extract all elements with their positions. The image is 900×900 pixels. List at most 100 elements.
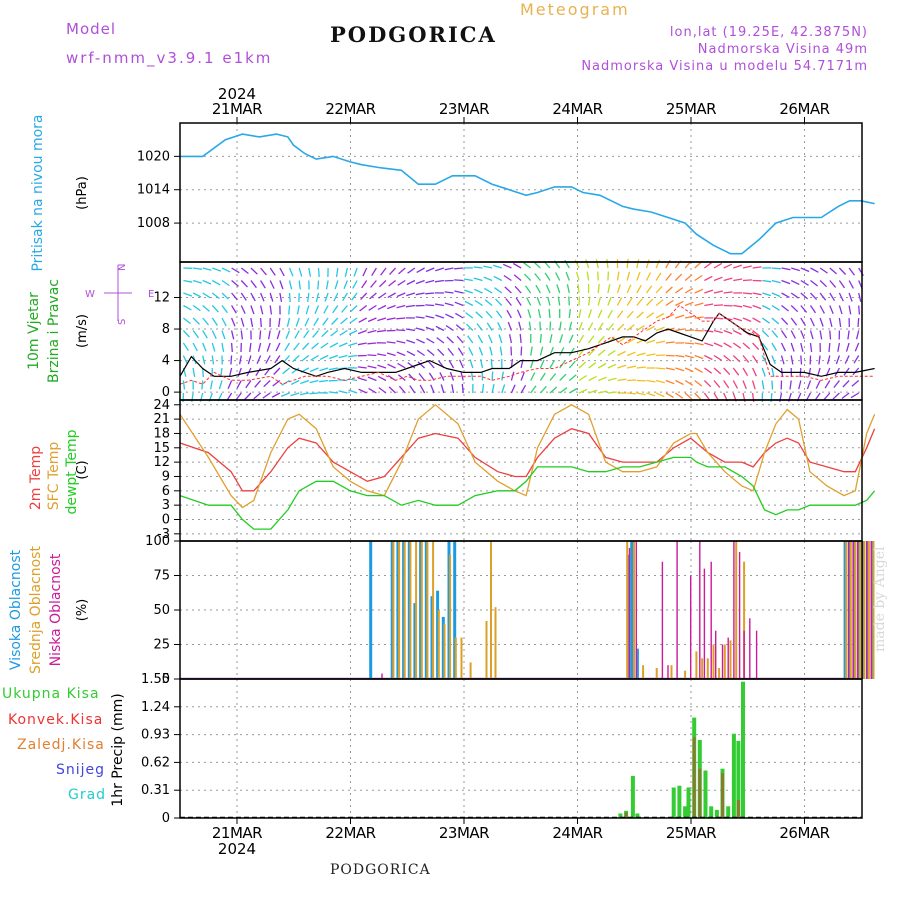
wind-barb [790,330,796,339]
cloud-mid-bar [469,662,472,679]
wind-barb [771,330,779,338]
wind-barb [549,373,557,381]
cloud-low-bar [667,665,669,679]
cloud-low-bar [870,541,872,679]
wind-barb [491,371,494,381]
wind-barb [713,276,723,282]
cloud-mid-label: Srednja Oblacnost [28,546,44,674]
wind-barb [491,384,495,394]
wind-barb [249,342,252,352]
wind-barb [559,347,565,356]
wind-barb [490,358,493,369]
wind-barb [409,385,416,394]
wind-barb [627,379,637,382]
wind-barb [597,376,607,382]
wind-barb [780,355,785,365]
wind-barb [838,317,842,327]
wind-barb [396,351,406,357]
cloud-high-bar [413,603,417,679]
wind-barb [530,372,536,381]
wind-barb [492,264,503,269]
wind-barb [201,380,204,390]
wind-barb [451,384,455,394]
wind-barb [388,386,397,394]
wind-barb [334,280,339,290]
cloud-mid-bar [420,541,423,679]
wind-barb [781,317,789,326]
wind-barb [555,272,561,281]
wind-barb [733,317,743,322]
cloud-mid-bar [460,637,463,679]
wind-barb [559,334,564,344]
wind-barb [380,267,387,276]
wind-barb [495,310,503,319]
cloud-mid-bar [403,541,406,679]
wind-barb [425,292,435,295]
wind-barb [377,304,387,310]
wind-barb [665,379,675,385]
wind-barb [182,330,190,338]
wind-barb [694,379,703,387]
cloud-mid-bar [743,561,746,679]
cloud-low-bar [690,575,692,679]
cloud-mid-bar [706,658,709,679]
wind-barb [183,304,192,311]
wind-barb [386,352,396,357]
wind-barb [470,371,474,381]
wind-barb [549,334,553,344]
wind-barb [445,324,454,332]
wind-barb [704,342,714,347]
wind-barb [694,302,704,307]
wind-barb [505,298,512,306]
wind-barb [595,259,599,269]
wind-barb [606,259,609,269]
wind-barb [675,287,684,294]
wind-barb [520,371,525,381]
wind-barb [523,262,532,269]
wind-barb [627,365,637,369]
cloud-mid-bar [712,644,715,679]
wind-barb [547,296,551,306]
wind-barb [713,304,724,307]
cloud-mid-bar [872,541,875,679]
top-date-label: 25MAR [666,100,716,118]
wind-barb [568,296,570,306]
wind-barb [338,354,348,359]
cloud-low-bar [703,568,706,679]
cloud-low-bar [738,552,741,679]
temp-tick-label: 24 [153,398,170,413]
wind-barb [235,392,242,401]
cloud-high-bar [848,541,852,679]
wind-barb [359,304,368,312]
wind-barb [454,267,464,270]
wind-barb [465,312,474,319]
wind-barb [646,325,655,332]
wind-barb [388,279,397,287]
wind-barb [473,266,483,269]
wind-barb [278,317,281,327]
wind-barb [435,314,445,319]
wind-barb [378,292,387,299]
wind-barb [597,322,604,331]
cloud-high-bar [369,541,373,679]
cloud-low-bar [852,541,854,679]
wind-barb [819,317,824,327]
wind-barb [829,292,836,302]
wind-barb [398,385,406,394]
wind-barb [457,347,464,356]
wind-barb [434,279,444,283]
precip-total-bar [671,787,676,818]
wind-barb [616,310,624,319]
wind-barb [325,280,329,290]
wind-barb [733,278,743,282]
precip-total-bar [736,740,741,818]
wind-barb [456,335,464,344]
wind-barb [844,355,850,364]
temp-tick-label: 21 [153,412,170,427]
wind-barb [771,317,780,325]
wind-barb [397,279,406,286]
wind-barb [626,351,636,357]
wind-barb [447,348,455,356]
wind-barb [742,355,750,363]
wind-barb [539,321,542,331]
